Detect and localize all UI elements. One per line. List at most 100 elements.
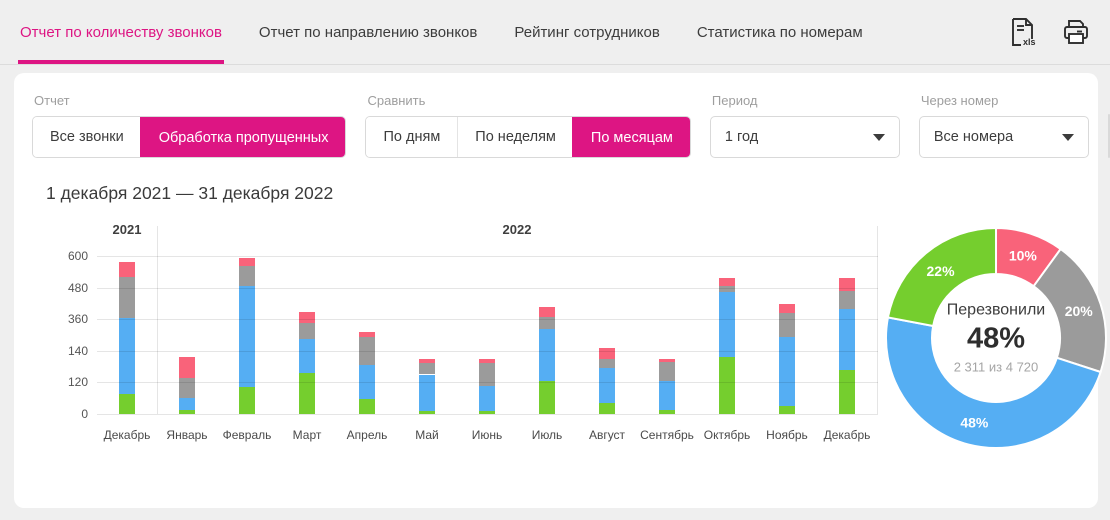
bar-segment-blue[interactable] xyxy=(779,336,795,406)
bar-segment-blue[interactable] xyxy=(479,385,495,412)
bar-segment-gray[interactable] xyxy=(779,313,795,337)
bar-segment-gray[interactable] xyxy=(359,336,375,365)
bar-segment-red[interactable] xyxy=(599,348,615,359)
plot-right-border xyxy=(877,226,878,414)
bar-segment-green[interactable] xyxy=(839,369,855,414)
filter-number: Через номер Все номера xyxy=(918,93,1089,158)
number-select-value: Все номера xyxy=(933,129,1014,145)
bar-segment-red[interactable] xyxy=(179,357,195,378)
bar-segment-blue[interactable] xyxy=(599,368,615,403)
donut-chart: 10% 20% 48% 22% Перезвонили 48% 2 311 из 4 … xyxy=(880,222,1110,454)
stacked-bar-chart: 0 120 140 360 480 600 2021 2022 Декабрь Январь Фев… xyxy=(32,218,880,458)
bar-segment-gray[interactable] xyxy=(719,285,735,292)
donut-slice-22[interactable] xyxy=(886,226,997,328)
gridline xyxy=(97,350,878,352)
bar-segment-blue[interactable] xyxy=(839,309,855,370)
year-separator-line xyxy=(157,226,158,414)
bar-segment-red[interactable] xyxy=(239,257,255,266)
x-axis-month-label: Март xyxy=(292,428,322,442)
bar-segment-blue[interactable] xyxy=(659,380,675,410)
gridline xyxy=(97,382,878,384)
year-label: 2022 xyxy=(502,222,532,237)
bar-segment-red[interactable] xyxy=(359,331,375,337)
bar-segment-blue[interactable] xyxy=(419,374,435,412)
charts-row: 0 120 140 360 480 600 2021 2022 Декабрь Январь Фев… xyxy=(32,218,1107,458)
toolbar-icons: xls xyxy=(1010,0,1090,64)
filter-period-label: Период xyxy=(711,93,758,108)
gridline xyxy=(97,256,878,257)
bar-segment-red[interactable] xyxy=(839,277,855,291)
chevron-down-icon xyxy=(1061,133,1074,141)
bar-segment-blue[interactable] xyxy=(539,329,555,381)
bar-segment-green[interactable] xyxy=(419,411,435,414)
bar-segment-gray[interactable] xyxy=(299,323,315,339)
chevron-down-icon xyxy=(872,133,885,141)
tab-calls-count-report[interactable]: Отчет по количеству звонков xyxy=(18,0,224,64)
bar-segment-blue[interactable] xyxy=(719,291,735,358)
period-select[interactable]: 1 год xyxy=(709,116,900,158)
x-axis-month-label: Июль xyxy=(531,428,563,442)
bar-segment-red[interactable] xyxy=(539,307,555,317)
bar-segment-green[interactable] xyxy=(479,411,495,414)
bar-segment-red[interactable] xyxy=(479,358,495,364)
bar-segment-gray[interactable] xyxy=(479,363,495,386)
bar-segment-gray[interactable] xyxy=(839,291,855,310)
compare-option-by-days[interactable]: По дням xyxy=(366,117,458,157)
bar-segment-green[interactable] xyxy=(599,402,615,414)
bar-segment-green[interactable] xyxy=(779,405,795,414)
bar-segment-red[interactable] xyxy=(119,261,135,277)
x-axis-month-label: Июнь xyxy=(471,428,503,442)
svg-text:xls: xls xyxy=(1023,37,1036,47)
bar-segment-green[interactable] xyxy=(539,380,555,414)
donut-slice-label: 22% xyxy=(927,263,956,279)
x-axis-month-label: Ноябрь xyxy=(766,428,808,442)
bar-segment-red[interactable] xyxy=(779,304,795,314)
bar-segment-green[interactable] xyxy=(299,372,315,414)
bar-segment-green[interactable] xyxy=(119,393,135,414)
report-segmented-control: Все звонки Обработка пропущенных xyxy=(32,116,347,158)
filter-report: Отчет Все звонки Обработка пропущенных xyxy=(32,93,347,158)
number-select[interactable]: Все номера xyxy=(918,116,1089,158)
bar-segment-green[interactable] xyxy=(359,398,375,414)
compare-option-by-months[interactable]: По месяцам xyxy=(571,117,690,157)
y-axis-tick-label: 140 xyxy=(67,343,88,358)
year-label: 2021 xyxy=(112,222,142,237)
print-icon[interactable] xyxy=(1062,18,1090,46)
bar-segment-gray[interactable] xyxy=(539,316,555,330)
bar-segment-green[interactable] xyxy=(719,357,735,414)
compare-option-by-weeks[interactable]: По неделям xyxy=(457,117,573,157)
compare-segmented-control: По дням По неделям По месяцам xyxy=(365,116,691,158)
bar-segment-red[interactable] xyxy=(299,312,315,324)
bar-segment-gray[interactable] xyxy=(659,361,675,381)
top-tab-bar: Отчет по количеству звонков Отчет по нап… xyxy=(0,0,1110,65)
report-option-missed-processing[interactable]: Обработка пропущенных xyxy=(139,117,346,157)
bar-segment-green[interactable] xyxy=(659,409,675,414)
bar-segment-gray[interactable] xyxy=(179,377,195,398)
bar-segment-red[interactable] xyxy=(659,358,675,362)
bar-segment-gray[interactable] xyxy=(419,363,435,375)
xls-export-icon[interactable]: xls xyxy=(1010,17,1036,47)
filter-compare: Сравнить По дням По неделям По месяцам xyxy=(365,93,691,158)
bar-segment-green[interactable] xyxy=(239,386,255,414)
bar-segment-blue[interactable] xyxy=(239,285,255,387)
report-option-all-calls[interactable]: Все звонки xyxy=(33,117,141,157)
bar-segment-blue[interactable] xyxy=(119,318,135,394)
bar-segment-green[interactable] xyxy=(179,409,195,414)
donut-slice-48[interactable] xyxy=(885,316,1102,449)
bar-segment-red[interactable] xyxy=(419,358,435,364)
bar-segment-gray[interactable] xyxy=(599,358,615,369)
bar-segment-blue[interactable] xyxy=(299,338,315,373)
bar-segment-blue[interactable] xyxy=(179,397,195,410)
x-axis-month-label: Апрель xyxy=(346,428,388,442)
bar-segment-gray[interactable] xyxy=(239,266,255,286)
report-card: Отчет Все звонки Обработка пропущенных С… xyxy=(14,73,1110,508)
y-axis-tick-label: 600 xyxy=(67,249,88,263)
y-axis-tick-label: 120 xyxy=(67,375,88,390)
bar-segment-red[interactable] xyxy=(719,278,735,286)
tab-calls-direction-report[interactable]: Отчет по направлению звонков xyxy=(258,23,478,41)
tab-numbers-statistics[interactable]: Статистика по номерам xyxy=(696,23,863,41)
x-axis-month-label: Декабрь xyxy=(823,428,871,442)
bar-segment-blue[interactable] xyxy=(359,365,375,399)
bar-segment-gray[interactable] xyxy=(119,276,135,319)
tab-employees-rating[interactable]: Рейтинг сотрудников xyxy=(514,23,660,41)
